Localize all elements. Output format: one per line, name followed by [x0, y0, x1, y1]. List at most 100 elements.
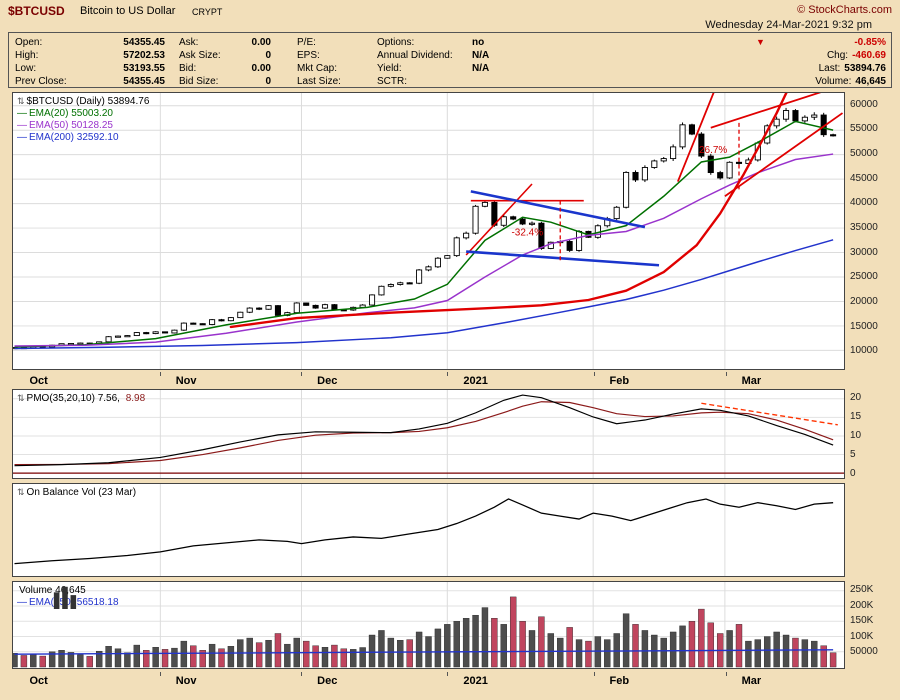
quote-column: Ask: 0.00 Ask Size: 0 Bid: 0.00 Bid Size: 0	[179, 36, 271, 88]
x-axis-label: Nov	[175, 675, 197, 687]
axis-tick-label: 30000	[850, 246, 878, 258]
volume-chart	[13, 582, 844, 668]
axis-tick-label: 25000	[850, 271, 878, 283]
quote-label: Ask Size:	[179, 50, 221, 61]
quote-value: 0.00	[251, 37, 271, 48]
x-axis-tick	[725, 672, 727, 676]
quote-value: 0	[265, 76, 271, 87]
axis-tick-label: 10	[850, 430, 862, 441]
quote-summary-rows: Chg: -460.69 Last: 53894.76 Volume: 46,645	[756, 49, 886, 88]
quote-row: Ask: 0.00	[179, 36, 271, 49]
ticker-exchange-tag: CRYPT	[192, 7, 223, 17]
quote-value: no	[472, 37, 485, 48]
quote-summary-row: Chg: -460.69	[756, 49, 886, 62]
quote-label: Last:	[818, 63, 841, 74]
axis-tick-label: 250K	[850, 584, 874, 595]
down-triangle-icon: ▼	[756, 37, 765, 47]
quote-row: Ask Size: 0	[179, 49, 271, 62]
quote-value: 57202.53	[123, 50, 165, 61]
quote-label: EPS:	[297, 50, 320, 61]
axis-tick-label: 50000	[850, 148, 878, 160]
x-axis-tick	[159, 372, 161, 376]
quote-label: Ask:	[179, 37, 199, 48]
quote-value: N/A	[472, 50, 490, 61]
quote-summary-row: Volume: 46,645	[756, 75, 886, 88]
quote-label: Chg:	[826, 50, 849, 61]
quote-row: Bid: 0.00	[179, 62, 271, 75]
quote-label: Volume:	[815, 76, 852, 87]
x-axis-label: Nov	[175, 375, 197, 387]
quote-value: 0.00	[251, 63, 271, 74]
quote-row: P/E:	[297, 36, 397, 49]
quote-label: High:	[15, 50, 39, 61]
axis-tick-label: 45000	[850, 172, 878, 184]
quote-value: 46,645	[855, 76, 886, 87]
x-axis-tick	[301, 672, 303, 676]
axis-tick-label: 10000	[850, 345, 878, 357]
x-axis-label: Feb	[609, 375, 630, 387]
quote-column: P/E: EPS: Mkt Cap: Last Size:	[297, 36, 397, 88]
axis-tick-label: 15000	[850, 320, 878, 332]
quote-value: 54355.45	[123, 37, 165, 48]
ticker-name: Bitcoin to US Dollar	[80, 5, 176, 17]
quote-value: 53193.55	[123, 63, 165, 74]
quote-row: Annual Dividend: N/A	[377, 49, 577, 62]
quote-label: Bid Size:	[179, 76, 219, 87]
axis-tick-label: 35000	[850, 222, 878, 234]
pmo-panel: ⇅ PMO(35,20,10) 7.56, 8.98	[12, 389, 845, 479]
quote-value: 54355.45	[123, 76, 165, 87]
quote-row: Mkt Cap:	[297, 62, 397, 75]
axis-tick-label: 0	[850, 468, 856, 479]
quote-row: High: 57202.53	[15, 49, 165, 62]
quote-value: 0	[265, 50, 271, 61]
quote-label: P/E:	[297, 37, 316, 48]
obv-panel: ⇅ On Balance Vol (23 Mar)	[12, 483, 845, 577]
price-chart: -32.4% 26.7%	[13, 93, 844, 369]
quote-row: Open: 54355.45	[15, 36, 165, 49]
ticker-symbol: $BTCUSD	[8, 4, 65, 18]
quote-column: Open: 54355.45 High: 57202.53 Low: 53193.55 Pr…	[15, 36, 165, 88]
quote-value: -460.69	[852, 50, 886, 61]
change-percent-row: ▼ -0.85%	[756, 36, 886, 49]
axis-tick-label: 100K	[850, 630, 874, 642]
quote-label: Bid:	[179, 63, 197, 74]
obv-chart	[14, 484, 834, 576]
quote-label: Yield:	[377, 63, 402, 74]
x-axis-months-bottom: Oct Nov Dec 2021 Feb Mar	[12, 672, 845, 689]
copyright: © StockCharts.com	[797, 4, 892, 16]
x-axis-label: 2021	[463, 675, 488, 687]
quote-row: Prev Close: 54355.45	[15, 75, 165, 88]
svg-text:-32.4%: -32.4%	[512, 227, 544, 238]
x-axis-tick	[159, 672, 161, 676]
x-axis-label: Oct	[29, 675, 48, 687]
x-axis-tick	[301, 372, 303, 376]
quote-column: Options: no Annual Dividend: N/A Yield: N/A SC…	[377, 36, 577, 88]
quote-row: Options: no	[377, 36, 577, 49]
quote-summary-row: Last: 53894.76	[756, 62, 886, 75]
axis-tick-label: 40000	[850, 197, 878, 209]
change-percent: -0.85%	[854, 37, 886, 48]
quote-row: SCTR:	[377, 75, 577, 88]
x-axis-label: Oct	[29, 375, 48, 387]
x-axis-label: Dec	[317, 675, 338, 687]
x-axis-tick	[593, 672, 595, 676]
quote-label: Open:	[15, 37, 43, 48]
quote-row: Bid Size: 0	[179, 75, 271, 88]
x-axis-tick	[447, 372, 449, 376]
x-axis-tick	[593, 372, 595, 376]
axis-tick-label: 15	[850, 411, 862, 422]
quote-label: SCTR:	[377, 76, 407, 87]
quote-row: Yield: N/A	[377, 62, 577, 75]
right-axis-labels: 10000 15000 20000 25000 30000 35000 40000 45000…	[848, 0, 898, 700]
quote-summary: ▼ -0.85% Chg: -460.69 Last: 53894.76 Volume:…	[756, 36, 886, 88]
price-panel: -32.4% 26.7% ⇅ $BTCUSD (Daily) 53894.76 — E…	[12, 92, 845, 370]
axis-tick-label: 150K	[850, 615, 874, 627]
x-axis-months: Oct Nov Dec 2021 Feb Mar	[12, 372, 845, 389]
pmo-chart	[13, 390, 844, 478]
quote-value: N/A	[472, 63, 490, 74]
quote-label: Last Size:	[297, 76, 341, 87]
axis-tick-label: 200K	[850, 599, 874, 611]
chart-datetime: Wednesday 24-Mar-2021 9:32 pm	[705, 19, 872, 31]
volume-panel: Volume 46,645 — EMA(250) 56518.18	[12, 581, 845, 669]
